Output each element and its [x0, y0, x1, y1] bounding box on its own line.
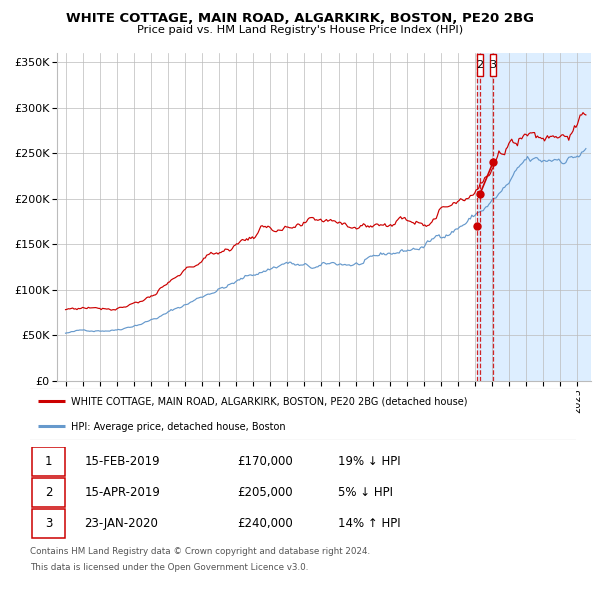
Text: WHITE COTTAGE, MAIN ROAD, ALGARKIRK, BOSTON, PE20 2BG: WHITE COTTAGE, MAIN ROAD, ALGARKIRK, BOS… [66, 12, 534, 25]
Text: Price paid vs. HM Land Registry's House Price Index (HPI): Price paid vs. HM Land Registry's House … [137, 25, 463, 35]
Text: 3: 3 [45, 517, 52, 530]
Text: This data is licensed under the Open Government Licence v3.0.: This data is licensed under the Open Gov… [30, 563, 308, 572]
Text: £170,000: £170,000 [238, 455, 293, 468]
FancyBboxPatch shape [25, 387, 581, 440]
Text: 3: 3 [490, 60, 497, 70]
FancyBboxPatch shape [32, 478, 65, 507]
FancyBboxPatch shape [476, 54, 484, 76]
Text: HPI: Average price, detached house, Boston: HPI: Average price, detached house, Bost… [71, 422, 286, 431]
Text: 2: 2 [476, 60, 484, 70]
Text: 5% ↓ HPI: 5% ↓ HPI [338, 486, 394, 499]
Text: Contains HM Land Registry data © Crown copyright and database right 2024.: Contains HM Land Registry data © Crown c… [30, 547, 370, 556]
FancyBboxPatch shape [32, 509, 65, 538]
Text: 15-FEB-2019: 15-FEB-2019 [85, 455, 160, 468]
FancyBboxPatch shape [32, 447, 65, 476]
Text: 14% ↑ HPI: 14% ↑ HPI [338, 517, 401, 530]
Text: WHITE COTTAGE, MAIN ROAD, ALGARKIRK, BOSTON, PE20 2BG (detached house): WHITE COTTAGE, MAIN ROAD, ALGARKIRK, BOS… [71, 396, 467, 407]
Text: 19% ↓ HPI: 19% ↓ HPI [338, 455, 401, 468]
Text: 1: 1 [45, 455, 52, 468]
Text: 23-JAN-2020: 23-JAN-2020 [85, 517, 158, 530]
Text: 15-APR-2019: 15-APR-2019 [85, 486, 160, 499]
Text: 2: 2 [45, 486, 52, 499]
Text: £205,000: £205,000 [238, 486, 293, 499]
FancyBboxPatch shape [490, 54, 496, 76]
Text: £240,000: £240,000 [238, 517, 293, 530]
Bar [477, 53, 591, 381]
